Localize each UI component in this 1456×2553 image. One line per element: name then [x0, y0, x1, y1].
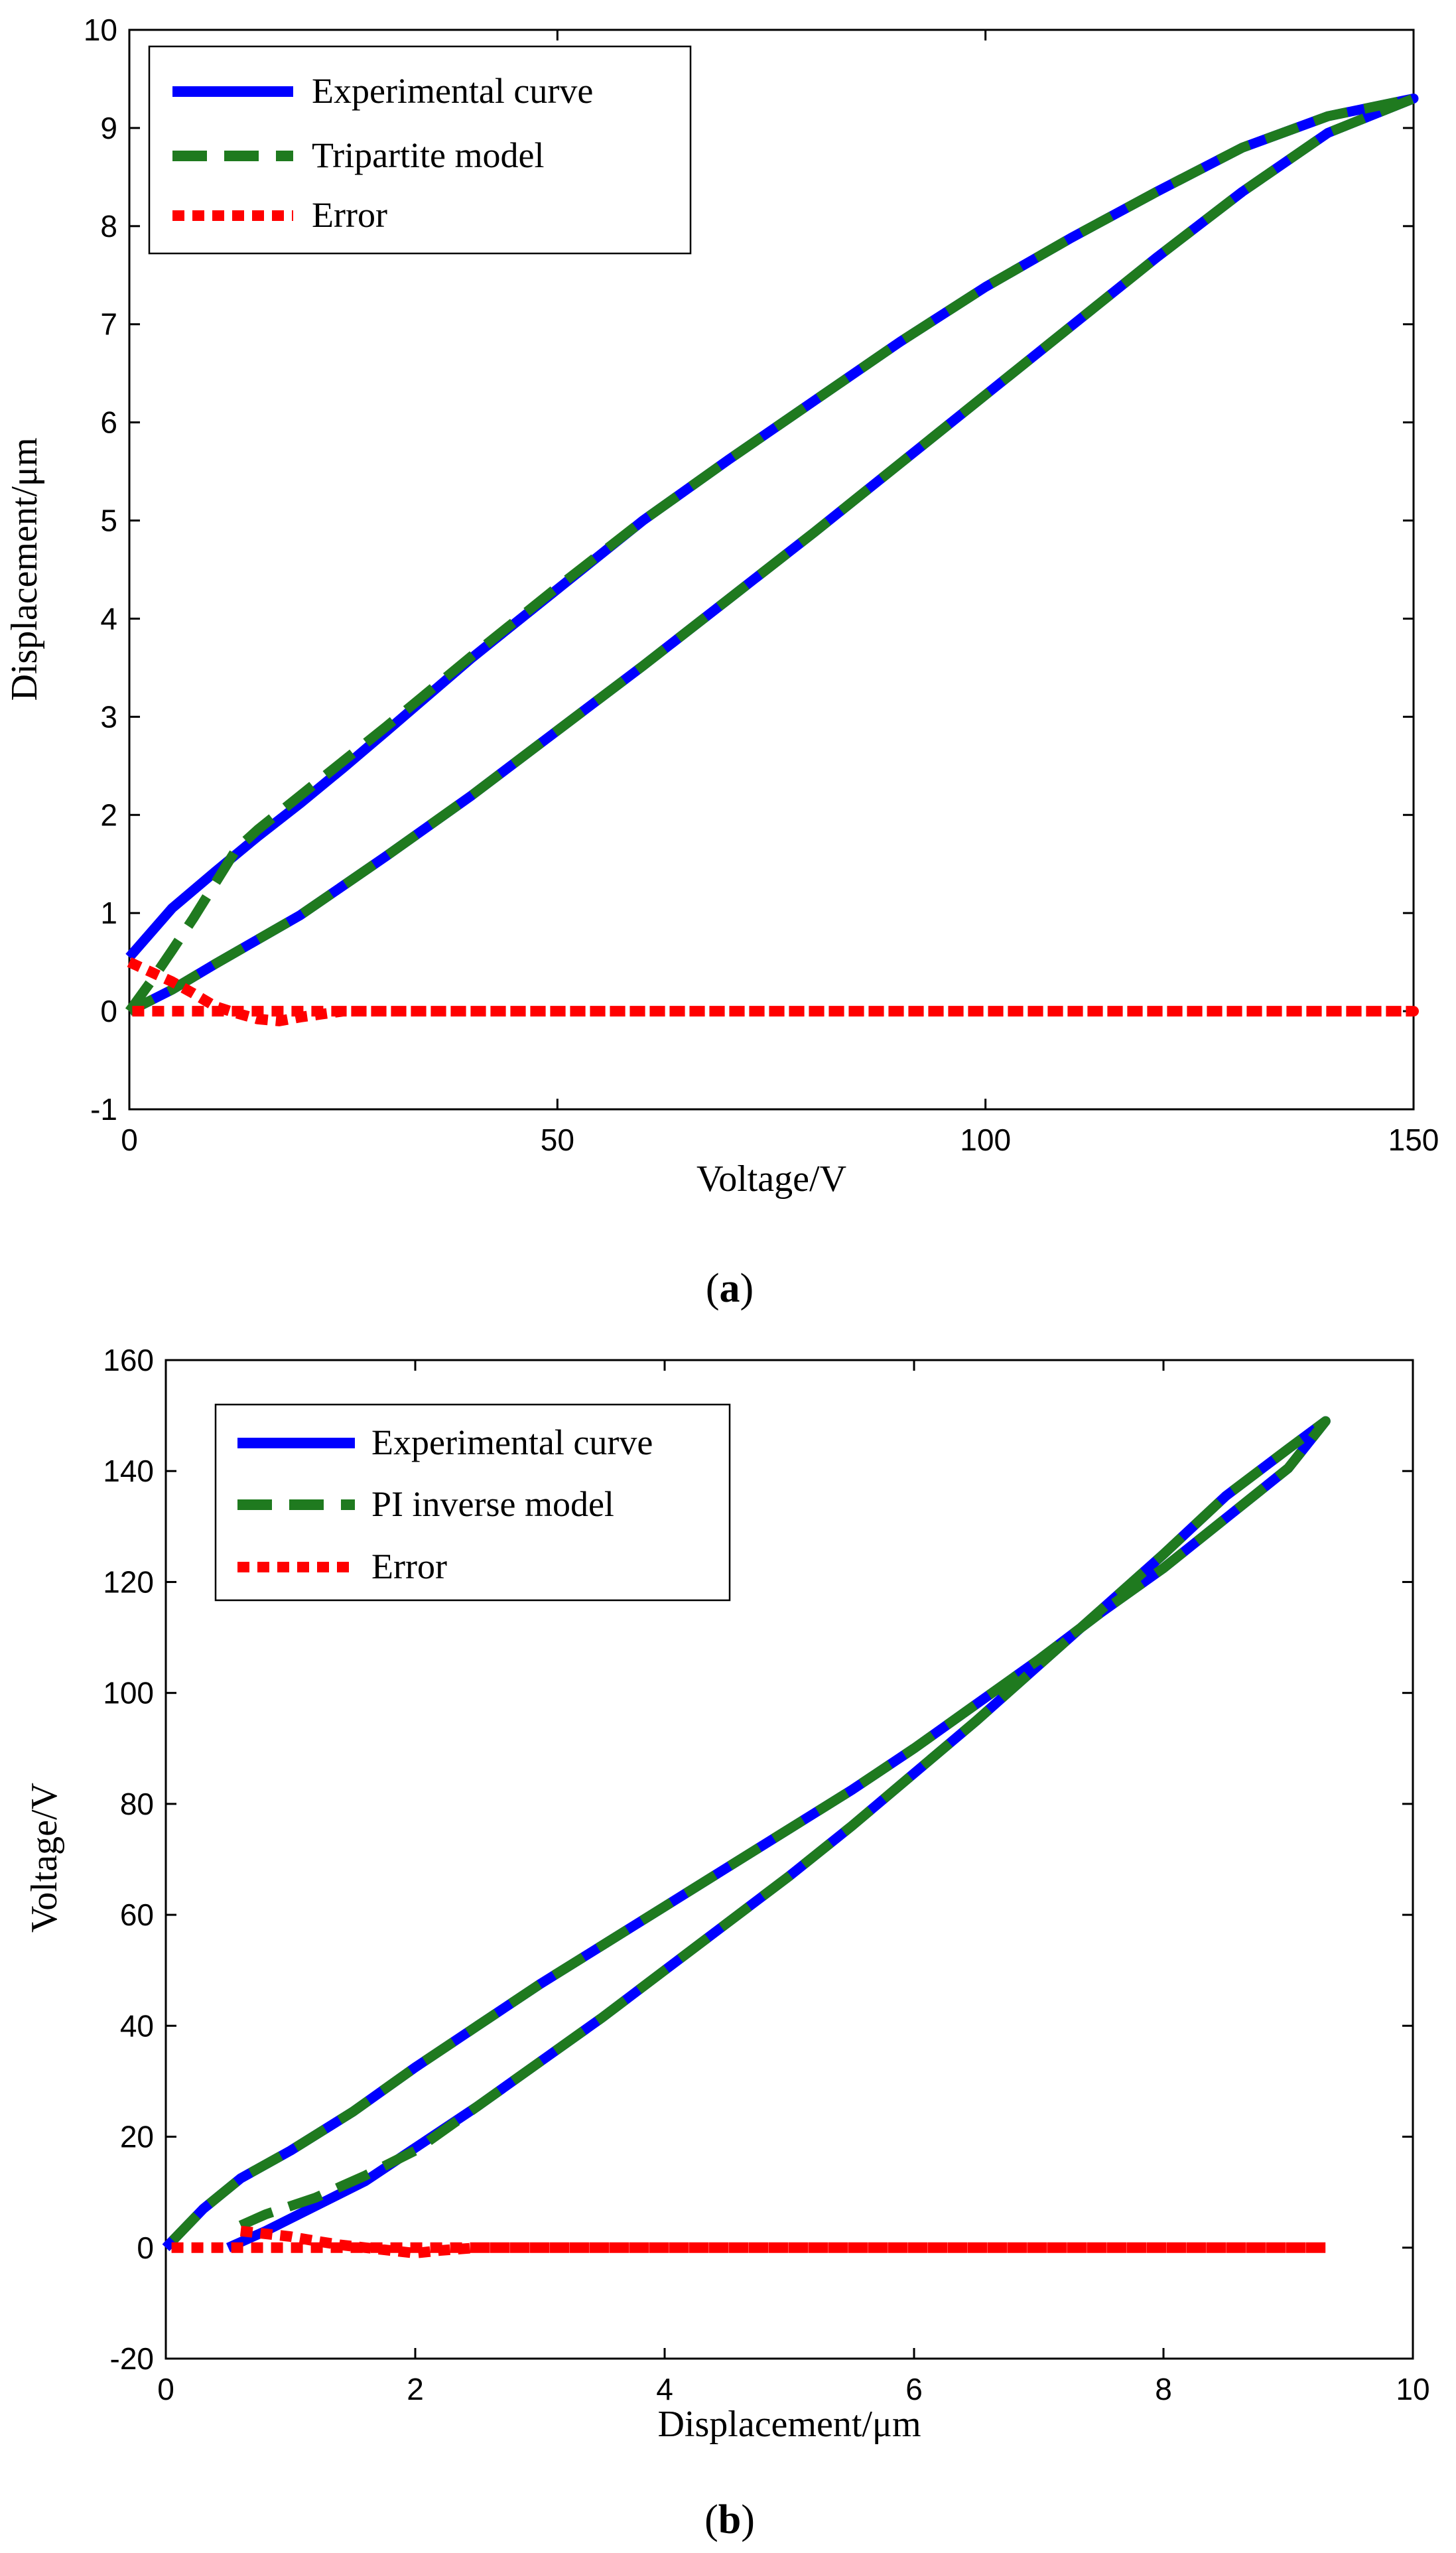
panel-a-y-tick-label: 0 [100, 994, 117, 1028]
panel-b-caption: (b) [704, 2497, 755, 2542]
panel-b-x-tick-label: 2 [407, 2372, 424, 2406]
panel-b-y-tick-label: 60 [120, 1898, 154, 1932]
panel-b-legend-label-experimental: Experimental curve [371, 1422, 653, 1462]
panel-a-y-tick-label: 2 [100, 797, 117, 832]
panel-a-x-tick-label: 50 [541, 1123, 574, 1157]
panel-b-x-tick-label: 6 [905, 2372, 923, 2406]
panel-b-series-error [166, 2225, 1331, 2259]
panel-b-y-axis-label: Voltage/V [24, 1783, 65, 1933]
panel-b-y-tick-label: 80 [120, 1787, 154, 1821]
panel-b-y-tick-label: 20 [120, 2120, 154, 2154]
panel-a-y-tick-label: 10 [84, 13, 117, 47]
panel-b-legend-label-error: Error [371, 1547, 447, 1586]
panel-b-x-tick-label: 8 [1155, 2372, 1172, 2406]
panel-a-legend: Experimental curve Tripartite model Erro… [148, 45, 692, 255]
panel-a-y-tick-label: 4 [100, 601, 117, 636]
panel-a-series [125, 94, 1419, 1026]
panel-a-y-tick-label: 5 [100, 504, 117, 538]
panel-b-y-tick-label: 120 [103, 1564, 154, 1599]
panel-b-series-pi-inverse-model [162, 1416, 1331, 2252]
panel-b-y-tick-label: 140 [103, 1454, 154, 1488]
panel-a-x-axis-label: Voltage/V [696, 1158, 846, 1200]
panel-a-y-tick-label: -1 [90, 1092, 117, 1127]
panel-a-y-tick-label: 8 [100, 209, 117, 243]
panel-b-series [162, 1416, 1331, 2259]
panel-a-caption-letter: a [720, 1266, 740, 1311]
panel-b-x-axis-label: Displacement/μm [657, 2404, 921, 2445]
panel-b-x-tick-label: 4 [656, 2372, 673, 2406]
panel-a-y-tick-label: 6 [100, 405, 117, 440]
panel-b-y-tick-label: 100 [103, 1676, 154, 1710]
panel-b-y-tick-label: 40 [120, 2008, 154, 2043]
panel-a-x-tick-label: 0 [121, 1123, 138, 1157]
panel-a-y-tick-label: 3 [100, 699, 117, 734]
panel-a-legend-label-experimental: Experimental curve [312, 71, 593, 111]
panel-a-x-tick-label: 150 [1388, 1123, 1439, 1157]
panel-b-y-tick-label: 160 [103, 1343, 154, 1377]
panel-a-y-tick-label: 9 [100, 111, 117, 145]
panel-b-x-tick-label: 10 [1396, 2372, 1429, 2406]
panel-a-y-axis-label: Displacement/μm [4, 437, 45, 701]
panel-b-x-tick-label: 0 [157, 2372, 174, 2406]
panel-b-y-tick-label: -20 [110, 2341, 154, 2376]
panel-a-series-tripartite-model [125, 94, 1419, 1016]
panel-a-y-tick-label: 1 [100, 896, 117, 930]
panel-a-legend-label-model: Tripartite model [312, 135, 544, 175]
panel-b-y-tick-label: 0 [137, 2231, 154, 2265]
panel-a-caption: (a) [706, 1266, 754, 1311]
panel-b-caption-letter: b [718, 2497, 741, 2542]
panel-b-legend-label-model: PI inverse model [371, 1484, 614, 1524]
panel-a-x-tick-label: 100 [960, 1123, 1011, 1157]
panel-a-y-tick-label: 7 [100, 307, 117, 342]
panel-b-legend: Experimental curve PI inverse model Erro… [214, 1403, 731, 1602]
panel-a-legend-label-error: Error [312, 195, 387, 235]
panel-a-series-error [127, 957, 1419, 1026]
